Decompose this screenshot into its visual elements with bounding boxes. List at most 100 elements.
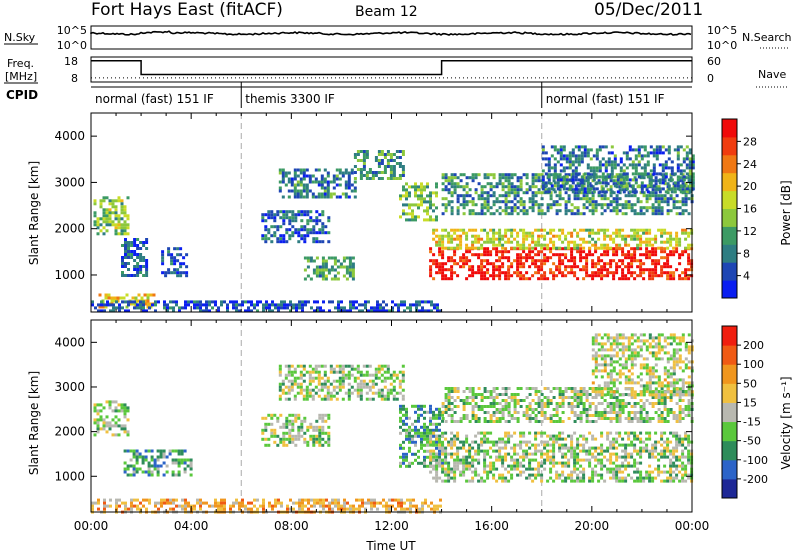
data-cell [636, 234, 640, 238]
data-cell [420, 188, 423, 192]
data-cell [435, 206, 438, 210]
data-cell [317, 168, 321, 172]
data-cell [610, 160, 614, 164]
data-cell [199, 303, 202, 307]
data-cell [480, 259, 484, 263]
data-cell [507, 206, 511, 210]
data-cell [618, 203, 622, 207]
data-cell [504, 271, 508, 275]
data-cell [453, 253, 457, 257]
data-cell [438, 464, 442, 468]
data-cell [534, 458, 538, 462]
data-cell [324, 440, 328, 444]
data-cell [264, 416, 268, 420]
data-cell [519, 179, 523, 183]
data-cell [480, 191, 484, 195]
data-cell [343, 501, 346, 505]
data-cell [462, 228, 466, 232]
data-cell [486, 449, 490, 453]
data-cell [105, 229, 109, 233]
data-cell [335, 195, 339, 199]
data-cell [302, 174, 306, 178]
data-cell [370, 501, 373, 505]
data-cell [595, 175, 599, 179]
data-cell [389, 171, 393, 174]
data-cell [504, 440, 508, 444]
data-cell [642, 228, 646, 232]
data-cell [444, 455, 448, 459]
data-cell [329, 180, 333, 184]
data-cell [616, 190, 620, 194]
data-cell [417, 206, 420, 210]
data-cell [420, 194, 423, 198]
data-cell [324, 413, 328, 417]
data-cell [489, 253, 493, 257]
data-cell [142, 274, 146, 277]
data-cell [447, 240, 451, 244]
data-cell [287, 364, 291, 368]
data-cell [600, 271, 604, 275]
data-cell [624, 265, 628, 269]
data-cell [139, 268, 143, 271]
data-cell [610, 163, 614, 167]
data-cell [453, 271, 457, 275]
data-cell [612, 467, 616, 471]
data-cell [402, 188, 405, 192]
data-cell [567, 209, 571, 213]
data-cell [576, 194, 580, 198]
data-cell [666, 274, 670, 278]
data-cell [600, 449, 604, 453]
data-cell [276, 240, 280, 244]
data-cell [438, 458, 442, 462]
data-cell [362, 156, 366, 159]
data-cell [270, 234, 274, 238]
data-cell [580, 160, 584, 164]
data-cell [498, 476, 502, 480]
data-cell [549, 455, 553, 459]
data-cell [278, 382, 282, 386]
data-cell [582, 434, 586, 438]
data-cell [380, 150, 384, 153]
data-cell [486, 253, 490, 257]
data-cell [322, 504, 325, 508]
data-cell [546, 209, 550, 213]
data-cell [135, 467, 139, 471]
data-cell [582, 194, 586, 198]
data-cell [606, 203, 610, 207]
data-cell [423, 425, 426, 429]
data-cell [349, 303, 352, 307]
data-cell [630, 265, 634, 269]
data-cell [462, 206, 466, 210]
data-cell [636, 467, 640, 471]
data-cell [559, 148, 563, 152]
data-cell [164, 274, 168, 278]
data-cell [534, 473, 538, 477]
data-cell [643, 154, 647, 158]
colorbar-swatch [722, 280, 737, 299]
data-cell [377, 394, 381, 398]
data-cell [477, 212, 481, 216]
data-cell [453, 188, 457, 192]
data-cell [627, 268, 631, 272]
data-cell [522, 470, 526, 474]
data-cell [268, 504, 271, 508]
data-cell [253, 504, 256, 508]
data-cell [300, 428, 304, 432]
data-cell [636, 476, 640, 480]
data-cell [139, 306, 142, 310]
data-cell [332, 385, 336, 389]
data-cell [441, 431, 444, 435]
data-cell [305, 385, 309, 389]
data-cell [327, 434, 331, 438]
data-cell [528, 247, 532, 251]
data-cell [423, 431, 426, 435]
data-cell [676, 187, 680, 191]
data-cell [444, 203, 448, 207]
data-cell [678, 277, 682, 281]
data-cell [420, 413, 423, 417]
data-cell [408, 446, 411, 450]
data-cell [147, 467, 151, 471]
data-cell [504, 458, 508, 462]
data-cell [591, 271, 595, 275]
data-cell [377, 177, 381, 180]
